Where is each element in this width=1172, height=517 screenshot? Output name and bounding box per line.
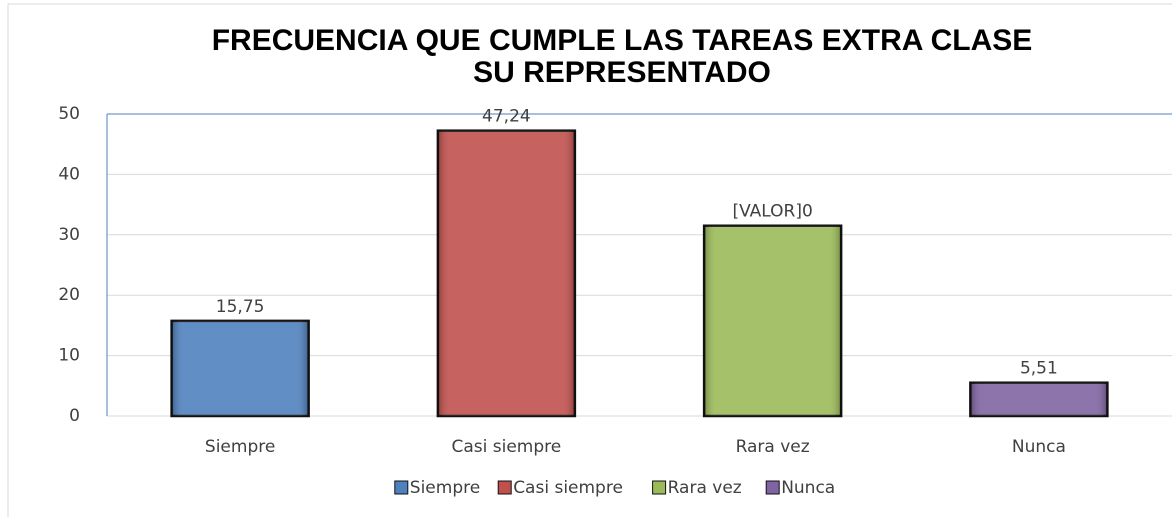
legend-swatch: [765, 480, 780, 495]
bar-shade: [437, 130, 575, 416]
y-tick-label: 10: [58, 346, 80, 366]
chart-title: FRECUENCIA QUE CUMPLE LAS TAREAS EXTRA C…: [212, 24, 1033, 57]
y-tick-label: 40: [58, 164, 80, 184]
legend-label: Casi siempre: [513, 478, 623, 498]
value-label: [VALOR]0: [732, 202, 812, 222]
value-label: 15,75: [216, 297, 265, 317]
bar-shade: [970, 382, 1108, 416]
x-tick-label: Rara vez: [736, 437, 810, 457]
y-tick-label: 50: [58, 104, 80, 124]
legend-label: Nunca: [781, 478, 835, 498]
bar-shade: [171, 320, 309, 416]
y-tick-label: 20: [58, 285, 80, 305]
bar-shade: [704, 225, 842, 416]
legend-swatch: [394, 480, 409, 495]
legend-label: Siempre: [410, 478, 480, 498]
x-tick-label: Nunca: [1012, 437, 1066, 457]
legend-label: Rara vez: [668, 478, 742, 498]
y-tick-label: 0: [69, 406, 80, 426]
x-tick-label: Casi siempre: [452, 437, 562, 457]
y-tick-label: 30: [58, 225, 80, 245]
chart-border: [7, 3, 1172, 517]
value-label: 47,24: [482, 107, 531, 127]
value-label: 5,51: [1020, 359, 1058, 379]
x-tick-label: Siempre: [205, 437, 275, 457]
legend-swatch: [497, 480, 512, 495]
chart-title: SU REPRESENTADO: [473, 56, 771, 89]
legend-swatch: [652, 480, 667, 495]
